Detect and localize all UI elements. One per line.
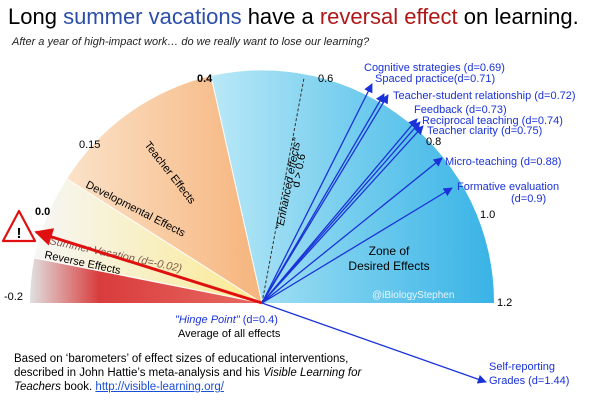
scale-label: 0.4 [197, 73, 213, 85]
arrow-teacher-student-relationship [261, 94, 389, 304]
effect-label: Formative evaluation [457, 181, 559, 193]
effect-label: Micro-teaching (d=0.88) [445, 156, 561, 168]
effect-label: Self-reporting [489, 361, 555, 373]
effect-arrows [261, 83, 487, 384]
arrow-cognitive-strategies [261, 83, 373, 304]
visible-learning-link[interactable]: http://visible-learning.org/ [95, 381, 224, 393]
subtitle: After a year of high-impact work… do we … [12, 36, 370, 48]
scale-label: 0.6 [318, 73, 333, 85]
scale-label: 0.15 [79, 139, 100, 151]
teacher-effects-zone [67, 76, 262, 303]
arrow-spaced-practice [261, 93, 385, 304]
title-part: on learning. [457, 4, 579, 29]
effect-label: Teacher clarity (d=0.75) [427, 125, 542, 137]
footnote-text: Based on ‘barometers’ of effect sizes of… [14, 353, 349, 379]
zone-divider [210, 75, 263, 304]
title-highlight-summer: summer vacations [63, 4, 242, 29]
arrow-self-reporting-grades [261, 302, 487, 384]
desired-zone-label: Desired Effects [348, 259, 429, 273]
desired-zone-label: Zone of [369, 244, 410, 258]
scale-label: 0.0 [35, 206, 50, 218]
scale-label: 1.2 [497, 297, 512, 309]
developmental-effects-zone [34, 179, 263, 303]
effect-label: Feedback (d=0.73) [414, 104, 507, 116]
scale-label: 1.0 [480, 209, 495, 221]
title-part: Long [8, 4, 64, 29]
arrow-micro-teaching [261, 157, 443, 304]
enhanced-dashed-line [261, 77, 305, 304]
footnote-text: book. [60, 381, 96, 393]
zone-divider [66, 178, 263, 304]
footnote: Based on ‘barometers’ of effect sizes of… [14, 352, 374, 394]
summer-vacation-arrow [34, 228, 263, 305]
scale-label: -0.2 [4, 291, 23, 303]
title-part: have a [241, 4, 320, 29]
hinge-point-italic: "Hinge Point" [175, 314, 241, 326]
footnote-book-title: Visible Learning for Teachers [14, 367, 362, 393]
effect-label: Grades (d=1.44) [489, 375, 569, 387]
watermark: @iBiologyStephen [372, 290, 454, 301]
warning-triangle-icon: ! [1, 209, 37, 243]
page-title: Long summer vacations have a reversal ef… [8, 4, 579, 30]
effect-label: Teacher-student relationship (d=0.72) [393, 90, 576, 102]
effect-label: Cognitive strategies (d=0.69) [364, 62, 505, 74]
hinge-point-value: (d=0.4) [240, 314, 278, 326]
scale-label: 0.8 [426, 136, 441, 148]
arrow-feedback [261, 118, 418, 304]
hinge-point-label: "Hinge Point" (d=0.4) [175, 314, 278, 326]
arrow-reciprocal-teaching [261, 121, 421, 304]
svg-text:!: ! [17, 225, 22, 242]
effect-label: Reciprocal teaching (d=0.74) [422, 115, 563, 127]
title-highlight-reversal: reversal effect [319, 4, 458, 29]
effect-label: Spaced practice(d=0.71) [375, 73, 495, 85]
zone-divider [34, 257, 263, 304]
desired-effects-zone [211, 70, 495, 303]
arrow-formative-evaluation [261, 187, 453, 304]
hinge-point-sub: Average of all effects [178, 328, 281, 340]
effect-label: (d=0.9) [511, 193, 546, 205]
arrow-teacher-clarity [261, 125, 424, 304]
